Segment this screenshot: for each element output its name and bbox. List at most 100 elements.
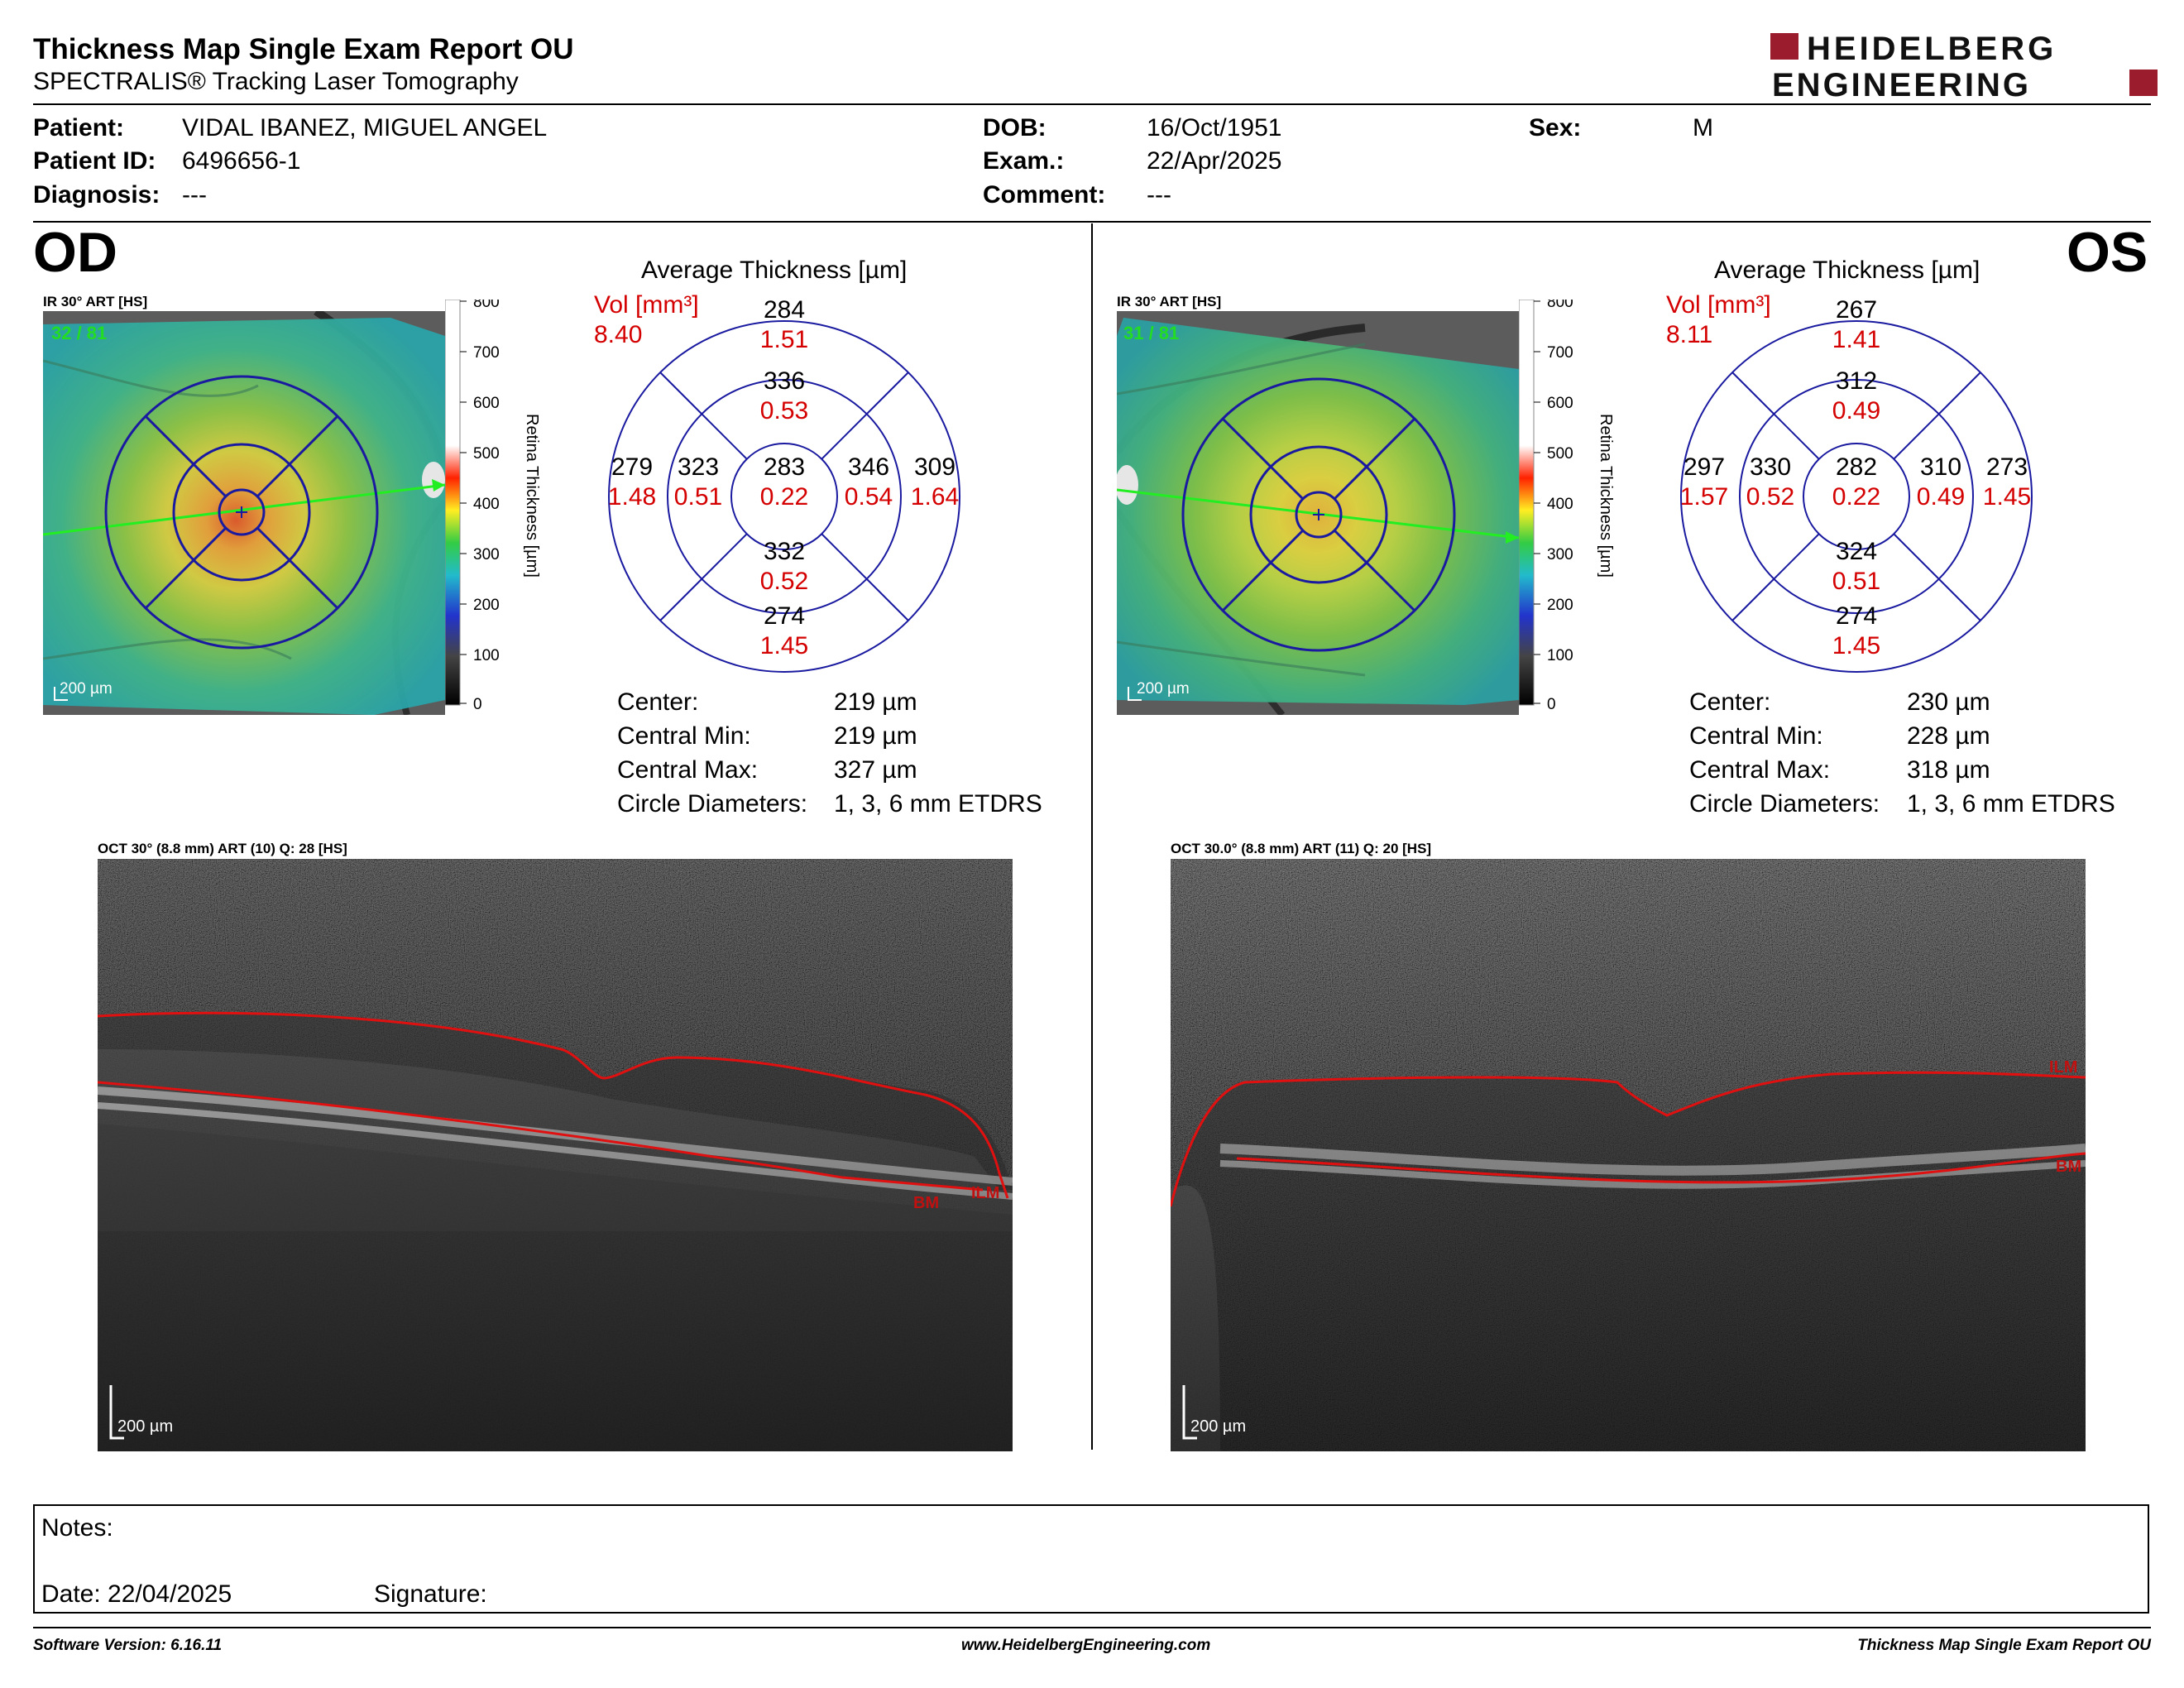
- svg-text:ILM: ILM: [2049, 1058, 2077, 1077]
- report-subtitle: SPECTRALIS® Tracking Laser Tomography: [33, 68, 519, 95]
- svg-text:312: 312: [1836, 367, 1877, 395]
- footer-software-version: Software Version: 6.16.11: [33, 1637, 223, 1654]
- svg-text:1.41: 1.41: [1832, 326, 1880, 353]
- od-stat-min-label: Central Min:: [617, 722, 751, 750]
- os-stat-min-label: Central Min:: [1689, 722, 1823, 750]
- exam-label: Exam.:: [983, 147, 1065, 175]
- svg-text:274: 274: [764, 602, 805, 630]
- heidelberg-logo: HEIDELBERG ENGINEERING: [1770, 30, 2159, 103]
- svg-text:HEIDELBERG: HEIDELBERG: [1807, 31, 2057, 67]
- svg-text:200: 200: [1547, 597, 1573, 614]
- svg-text:1.64: 1.64: [911, 483, 959, 511]
- os-stat-diam-label: Circle Diameters:: [1689, 790, 1880, 818]
- os-stat-center-value: 230 µm: [1907, 688, 1990, 716]
- od-stat-center-label: Center:: [617, 688, 699, 716]
- svg-text:310: 310: [1920, 453, 1961, 481]
- svg-text:200: 200: [473, 597, 500, 614]
- od-thickness-color-scale: 800 700 600 500 400 300 200 100 0: [444, 294, 528, 713]
- svg-text:700: 700: [473, 344, 500, 362]
- os-vol-label: Vol [mm³]: [1666, 291, 1771, 319]
- svg-text:336: 336: [764, 367, 805, 395]
- svg-text:800: 800: [473, 300, 500, 311]
- od-stat-diam-value: 1, 3, 6 mm ETDRS: [834, 790, 1042, 818]
- svg-text:500: 500: [473, 445, 500, 463]
- svg-text:330: 330: [1750, 453, 1791, 481]
- svg-text:0.22: 0.22: [760, 483, 808, 511]
- os-thickness-color-scale: 800 700 600 500 400 300 200 100 0: [1518, 294, 1602, 713]
- report-title: Thickness Map Single Exam Report OU: [33, 33, 574, 65]
- svg-text:ILM: ILM: [971, 1184, 999, 1202]
- svg-text:297: 297: [1684, 453, 1725, 481]
- od-vol-value: 8.40: [594, 321, 643, 348]
- svg-text:400: 400: [473, 496, 500, 513]
- svg-text:0: 0: [1547, 696, 1556, 713]
- svg-text:1.51: 1.51: [760, 326, 808, 353]
- eye-os-label: OS: [2067, 221, 2148, 284]
- od-stat-max-value: 327 µm: [834, 756, 917, 784]
- od-fundus-thickness-map: 200 µm 32 / 81: [42, 307, 449, 717]
- os-oct-bscan: ILM BM 200 µm: [1169, 859, 2086, 1451]
- od-grid-title: Average Thickness [µm]: [641, 257, 908, 284]
- od-ir-label: IR 30° ART [HS]: [43, 294, 148, 309]
- svg-text:0: 0: [473, 696, 482, 713]
- os-stat-min-value: 228 µm: [1907, 722, 1990, 750]
- svg-text:346: 346: [848, 453, 889, 481]
- svg-text:0.49: 0.49: [1917, 483, 1965, 511]
- svg-text:279: 279: [611, 453, 653, 481]
- notes-box: Notes: Date: 22/04/2025 Signature:: [33, 1504, 2149, 1614]
- svg-text:200 µm: 200 µm: [1190, 1417, 1246, 1436]
- patient-name: VIDAL IBANEZ, MIGUEL ANGEL: [182, 114, 548, 141]
- footer-website-link[interactable]: www.HeidelbergEngineering.com: [961, 1637, 1211, 1654]
- notes-date: Date: 22/04/2025: [41, 1580, 232, 1608]
- svg-text:300: 300: [473, 546, 500, 563]
- svg-text:1.45: 1.45: [1983, 483, 2031, 511]
- footer-report-name: Thickness Map Single Exam Report OU: [1857, 1637, 2151, 1654]
- svg-text:500: 500: [1547, 445, 1573, 463]
- svg-text:1.45: 1.45: [760, 632, 808, 659]
- svg-text:0.22: 0.22: [1832, 483, 1880, 511]
- dob-label: DOB:: [983, 114, 1046, 141]
- comment-label: Comment:: [983, 181, 1106, 209]
- svg-text:32 / 81: 32 / 81: [51, 323, 107, 343]
- center-divider: [1091, 223, 1093, 1450]
- svg-text:700: 700: [1547, 344, 1573, 362]
- svg-text:100: 100: [473, 647, 500, 664]
- sex-label: Sex:: [1529, 114, 1582, 141]
- od-oct-bscan: ILM BM 200 µm: [97, 859, 1013, 1451]
- svg-text:200 µm: 200 µm: [60, 680, 113, 698]
- eye-od-label: OD: [33, 221, 117, 284]
- svg-text:284: 284: [764, 296, 805, 324]
- os-stat-diam-value: 1, 3, 6 mm ETDRS: [1907, 790, 2115, 818]
- svg-text:283: 283: [764, 453, 805, 481]
- svg-text:600: 600: [473, 395, 500, 412]
- svg-text:0.49: 0.49: [1832, 397, 1880, 424]
- patient-id: 6496656-1: [182, 147, 301, 175]
- svg-text:273: 273: [1986, 453, 2028, 481]
- svg-text:0.53: 0.53: [760, 397, 808, 424]
- svg-text:332: 332: [764, 538, 805, 565]
- od-stat-max-label: Central Max:: [617, 756, 759, 784]
- svg-text:0.51: 0.51: [674, 483, 722, 511]
- svg-text:ENGINEERING: ENGINEERING: [1772, 67, 2031, 101]
- svg-text:100: 100: [1547, 647, 1573, 664]
- od-stat-min-value: 219 µm: [834, 722, 917, 750]
- dob-value: 16/Oct/1951: [1147, 114, 1282, 141]
- os-grid-title: Average Thickness [µm]: [1714, 257, 1980, 284]
- svg-text:324: 324: [1836, 538, 1877, 565]
- os-etdrs-grid: 267 1.41 312 0.49 297 1.57 330 0.52 282 …: [1664, 286, 2048, 675]
- os-stat-center-label: Center:: [1689, 688, 1771, 716]
- od-vol-label: Vol [mm³]: [594, 291, 699, 319]
- notes-label: Notes:: [41, 1514, 113, 1542]
- od-scale-axis-label: Retina Thickness [µm]: [523, 414, 541, 578]
- footer-divider: [33, 1627, 2151, 1628]
- svg-text:1.48: 1.48: [608, 483, 656, 511]
- os-vol-value: 8.11: [1666, 321, 1713, 348]
- svg-text:274: 274: [1836, 602, 1877, 630]
- svg-text:800: 800: [1547, 300, 1573, 311]
- patient-label: Patient:: [33, 114, 125, 141]
- svg-text:0.51: 0.51: [1832, 568, 1880, 595]
- diagnosis-value: ---: [182, 181, 207, 209]
- svg-text:1.45: 1.45: [1832, 632, 1880, 659]
- svg-text:BM: BM: [2056, 1158, 2081, 1176]
- os-stat-max-value: 318 µm: [1907, 756, 1990, 784]
